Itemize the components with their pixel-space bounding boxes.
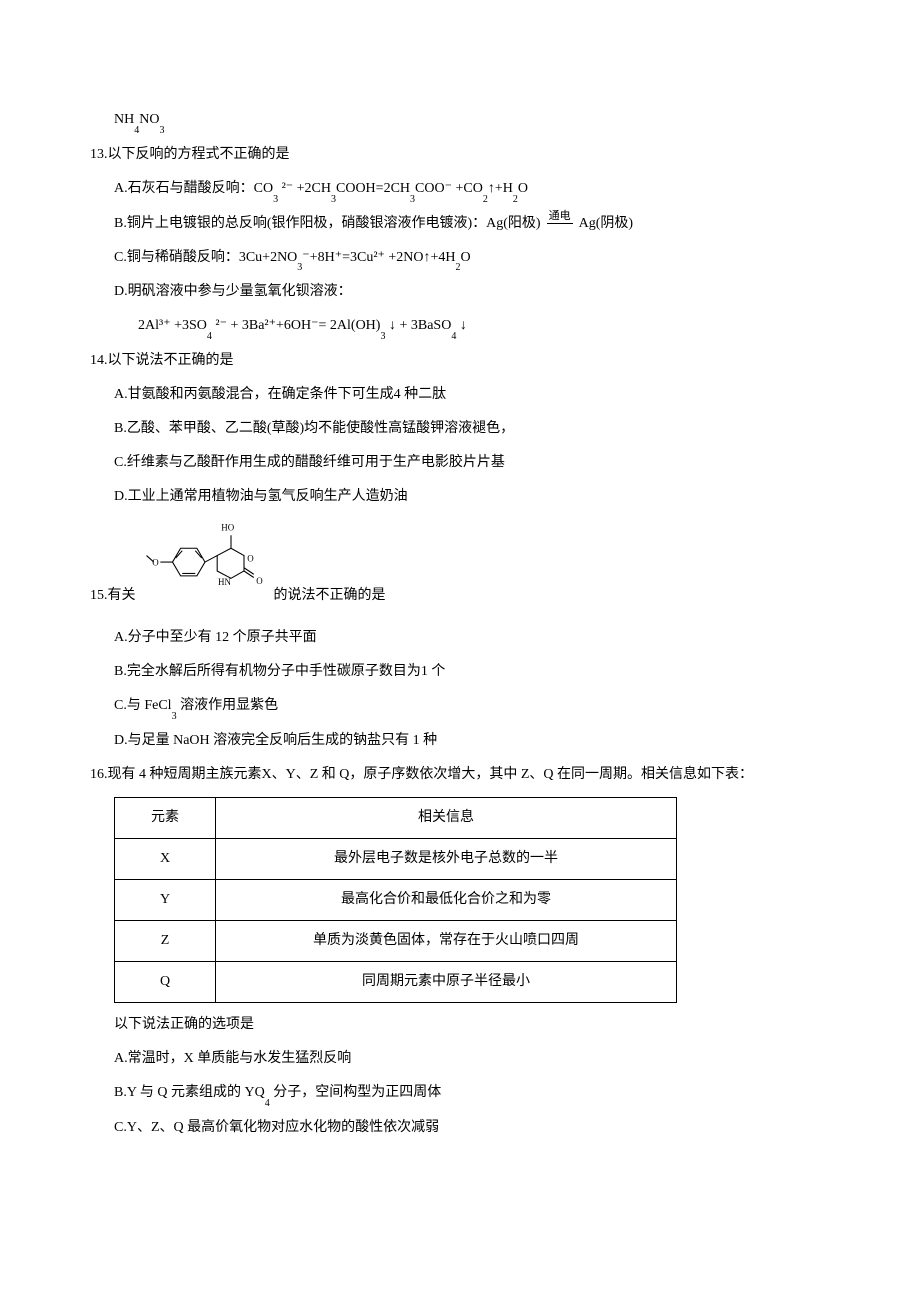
- q13-option-b: B.铜片上电镀银的总反响(银作阳极，硝酸银溶液作电镀液)：Ag(阳极) 通电 A…: [90, 210, 830, 238]
- sub: 3: [331, 194, 336, 205]
- table-row: Q 同周期元素中原子半径最小: [115, 961, 677, 1002]
- table-row: X 最外层电子数是核外电子总数的一半: [115, 838, 677, 879]
- table-cell: X: [115, 838, 216, 879]
- text: COOH=2CH: [336, 181, 410, 196]
- molecule-structure: HO O HN O O: [140, 517, 270, 610]
- header-formula: NH4NO3: [90, 106, 830, 135]
- table-header-element: 元素: [115, 797, 216, 838]
- text: 15.有关: [90, 582, 136, 610]
- table-header-info: 相关信息: [216, 797, 677, 838]
- q14-option-c: C.纤维素与乙酸酐作用生成的醋酸纤维可用于生产电影胶片片基: [90, 449, 830, 477]
- molecule-svg: HO O HN O O: [140, 517, 270, 599]
- text: C.铜与稀硝酸反响：3Cu+2NO: [114, 250, 297, 265]
- text: C.与 FeCl: [114, 698, 172, 713]
- sub: 3: [410, 194, 415, 205]
- table-cell: Q: [115, 961, 216, 1002]
- sub: 4: [207, 331, 212, 342]
- electrolysis-symbol: 通电: [547, 210, 573, 237]
- sub: 4: [134, 125, 139, 136]
- table-cell: 最高化合价和最低化合价之和为零: [216, 879, 677, 920]
- q14-option-b: B.乙酸、苯甲酸、乙二酸(草酸)均不能使酸性高锰酸钾溶液褪色，: [90, 415, 830, 443]
- blank: [547, 223, 573, 237]
- text: ⁻+8H⁺=3Cu²⁺ +2NO↑+4H: [302, 250, 455, 265]
- sub: 3: [159, 125, 164, 136]
- sub: 3: [273, 194, 278, 205]
- table-cell: 同周期元素中原子半径最小: [216, 961, 677, 1002]
- q16-tail: 以下说法正确的选项是: [90, 1011, 830, 1039]
- text: 溶液作用显紫色: [177, 698, 279, 713]
- sub: 4: [265, 1098, 270, 1109]
- svg-text:O: O: [256, 576, 263, 586]
- q14-stem: 14.以下说法不正确的是: [90, 347, 830, 375]
- text: 2Al³⁺ +3SO: [138, 318, 207, 333]
- sub: 4: [451, 331, 456, 342]
- q13-option-c: C.铜与稀硝酸反响：3Cu+2NO3⁻+8H⁺=3Cu²⁺ +2NO↑+4H2O: [90, 244, 830, 273]
- q15-option-d: D.与足量 NaOH 溶液完全反响后生成的钠盐只有 1 种: [90, 727, 830, 755]
- text: ↑+H: [488, 181, 513, 196]
- text: NO: [139, 112, 159, 127]
- q13-stem: 13.以下反响的方程式不正确的是: [90, 141, 830, 169]
- text: O: [461, 250, 471, 265]
- q13-option-a: A.石灰石与醋酸反响：CO3 ²⁻ +2CH3COOH=2CH3COO⁻ +CO…: [90, 175, 830, 204]
- text: ↓: [456, 318, 467, 333]
- sub: 2: [513, 194, 518, 205]
- text: 通电: [547, 210, 573, 224]
- text: 的说法不正确的是: [274, 582, 386, 610]
- q15-option-a: A.分子中至少有 12 个原子共平面: [90, 624, 830, 652]
- q16-table: 元素 相关信息 X 最外层电子数是核外电子总数的一半 Y 最高化合价和最低化合价…: [114, 797, 677, 1003]
- svg-text:O: O: [152, 558, 159, 568]
- sub: 2: [483, 194, 488, 205]
- sub: 3: [172, 711, 177, 722]
- text: ²⁻ + 3Ba²⁺+6OH⁻= 2Al(OH): [212, 318, 381, 333]
- text: ↓ + 3BaSO: [385, 318, 451, 333]
- q16-option-c: C.Y、Z、Q 最高价氧化物对应水化物的酸性依次减弱: [90, 1114, 830, 1142]
- sub: 3: [380, 331, 385, 342]
- q16-stem: 16.现有 4 种短周期主族元素X、Y、Z 和 Q，原子序数依次增大，其中 Z、…: [90, 761, 830, 789]
- sub: 2: [456, 262, 461, 273]
- text: NH: [114, 112, 134, 127]
- table-cell: Y: [115, 879, 216, 920]
- q13-option-d-label: D.明矾溶液中参与少量氢氧化钡溶液：: [90, 278, 830, 306]
- q14-option-d: D.工业上通常用植物油与氢气反响生产人造奶油: [90, 483, 830, 511]
- svg-text:O: O: [247, 553, 254, 563]
- q15-option-b: B.完全水解后所得有机物分子中手性碳原子数目为1 个: [90, 658, 830, 686]
- q16-option-a: A.常温时，X 单质能与水发生猛烈反响: [90, 1045, 830, 1073]
- text: COO⁻ +CO: [415, 181, 483, 196]
- q13-option-d-eq: 2Al³⁺ +3SO4 ²⁻ + 3Ba²⁺+6OH⁻= 2Al(OH)3 ↓ …: [90, 312, 830, 341]
- text: Ag(阴极): [579, 210, 633, 238]
- table-cell: 最外层电子数是核外电子总数的一半: [216, 838, 677, 879]
- table-cell: Z: [115, 920, 216, 961]
- text: 分子，空间构型为正四周体: [270, 1085, 442, 1100]
- text: B.铜片上电镀银的总反响(银作阳极，硝酸银溶液作电镀液)：Ag(阳极): [114, 210, 541, 238]
- text: B.Y 与 Q 元素组成的 YQ: [114, 1085, 265, 1100]
- svg-text:HN: HN: [218, 577, 231, 587]
- table-cell: 单质为淡黄色固体，常存在于火山喷口四周: [216, 920, 677, 961]
- table-row: Z 单质为淡黄色固体，常存在于火山喷口四周: [115, 920, 677, 961]
- svg-text:HO: HO: [221, 523, 234, 533]
- q16-option-b: B.Y 与 Q 元素组成的 YQ4 分子，空间构型为正四周体: [90, 1079, 830, 1108]
- q15-stem: 15.有关 HO O: [90, 517, 830, 610]
- table-row: 元素 相关信息: [115, 797, 677, 838]
- text: A.石灰石与醋酸反响：CO: [114, 181, 273, 196]
- table-row: Y 最高化合价和最低化合价之和为零: [115, 879, 677, 920]
- q15-option-c: C.与 FeCl3 溶液作用显紫色: [90, 692, 830, 721]
- q14-option-a: A.甘氨酸和丙氨酸混合，在确定条件下可生成4 种二肽: [90, 381, 830, 409]
- text: ²⁻ +2CH: [278, 181, 331, 196]
- text: O: [518, 181, 528, 196]
- sub: 3: [297, 262, 302, 273]
